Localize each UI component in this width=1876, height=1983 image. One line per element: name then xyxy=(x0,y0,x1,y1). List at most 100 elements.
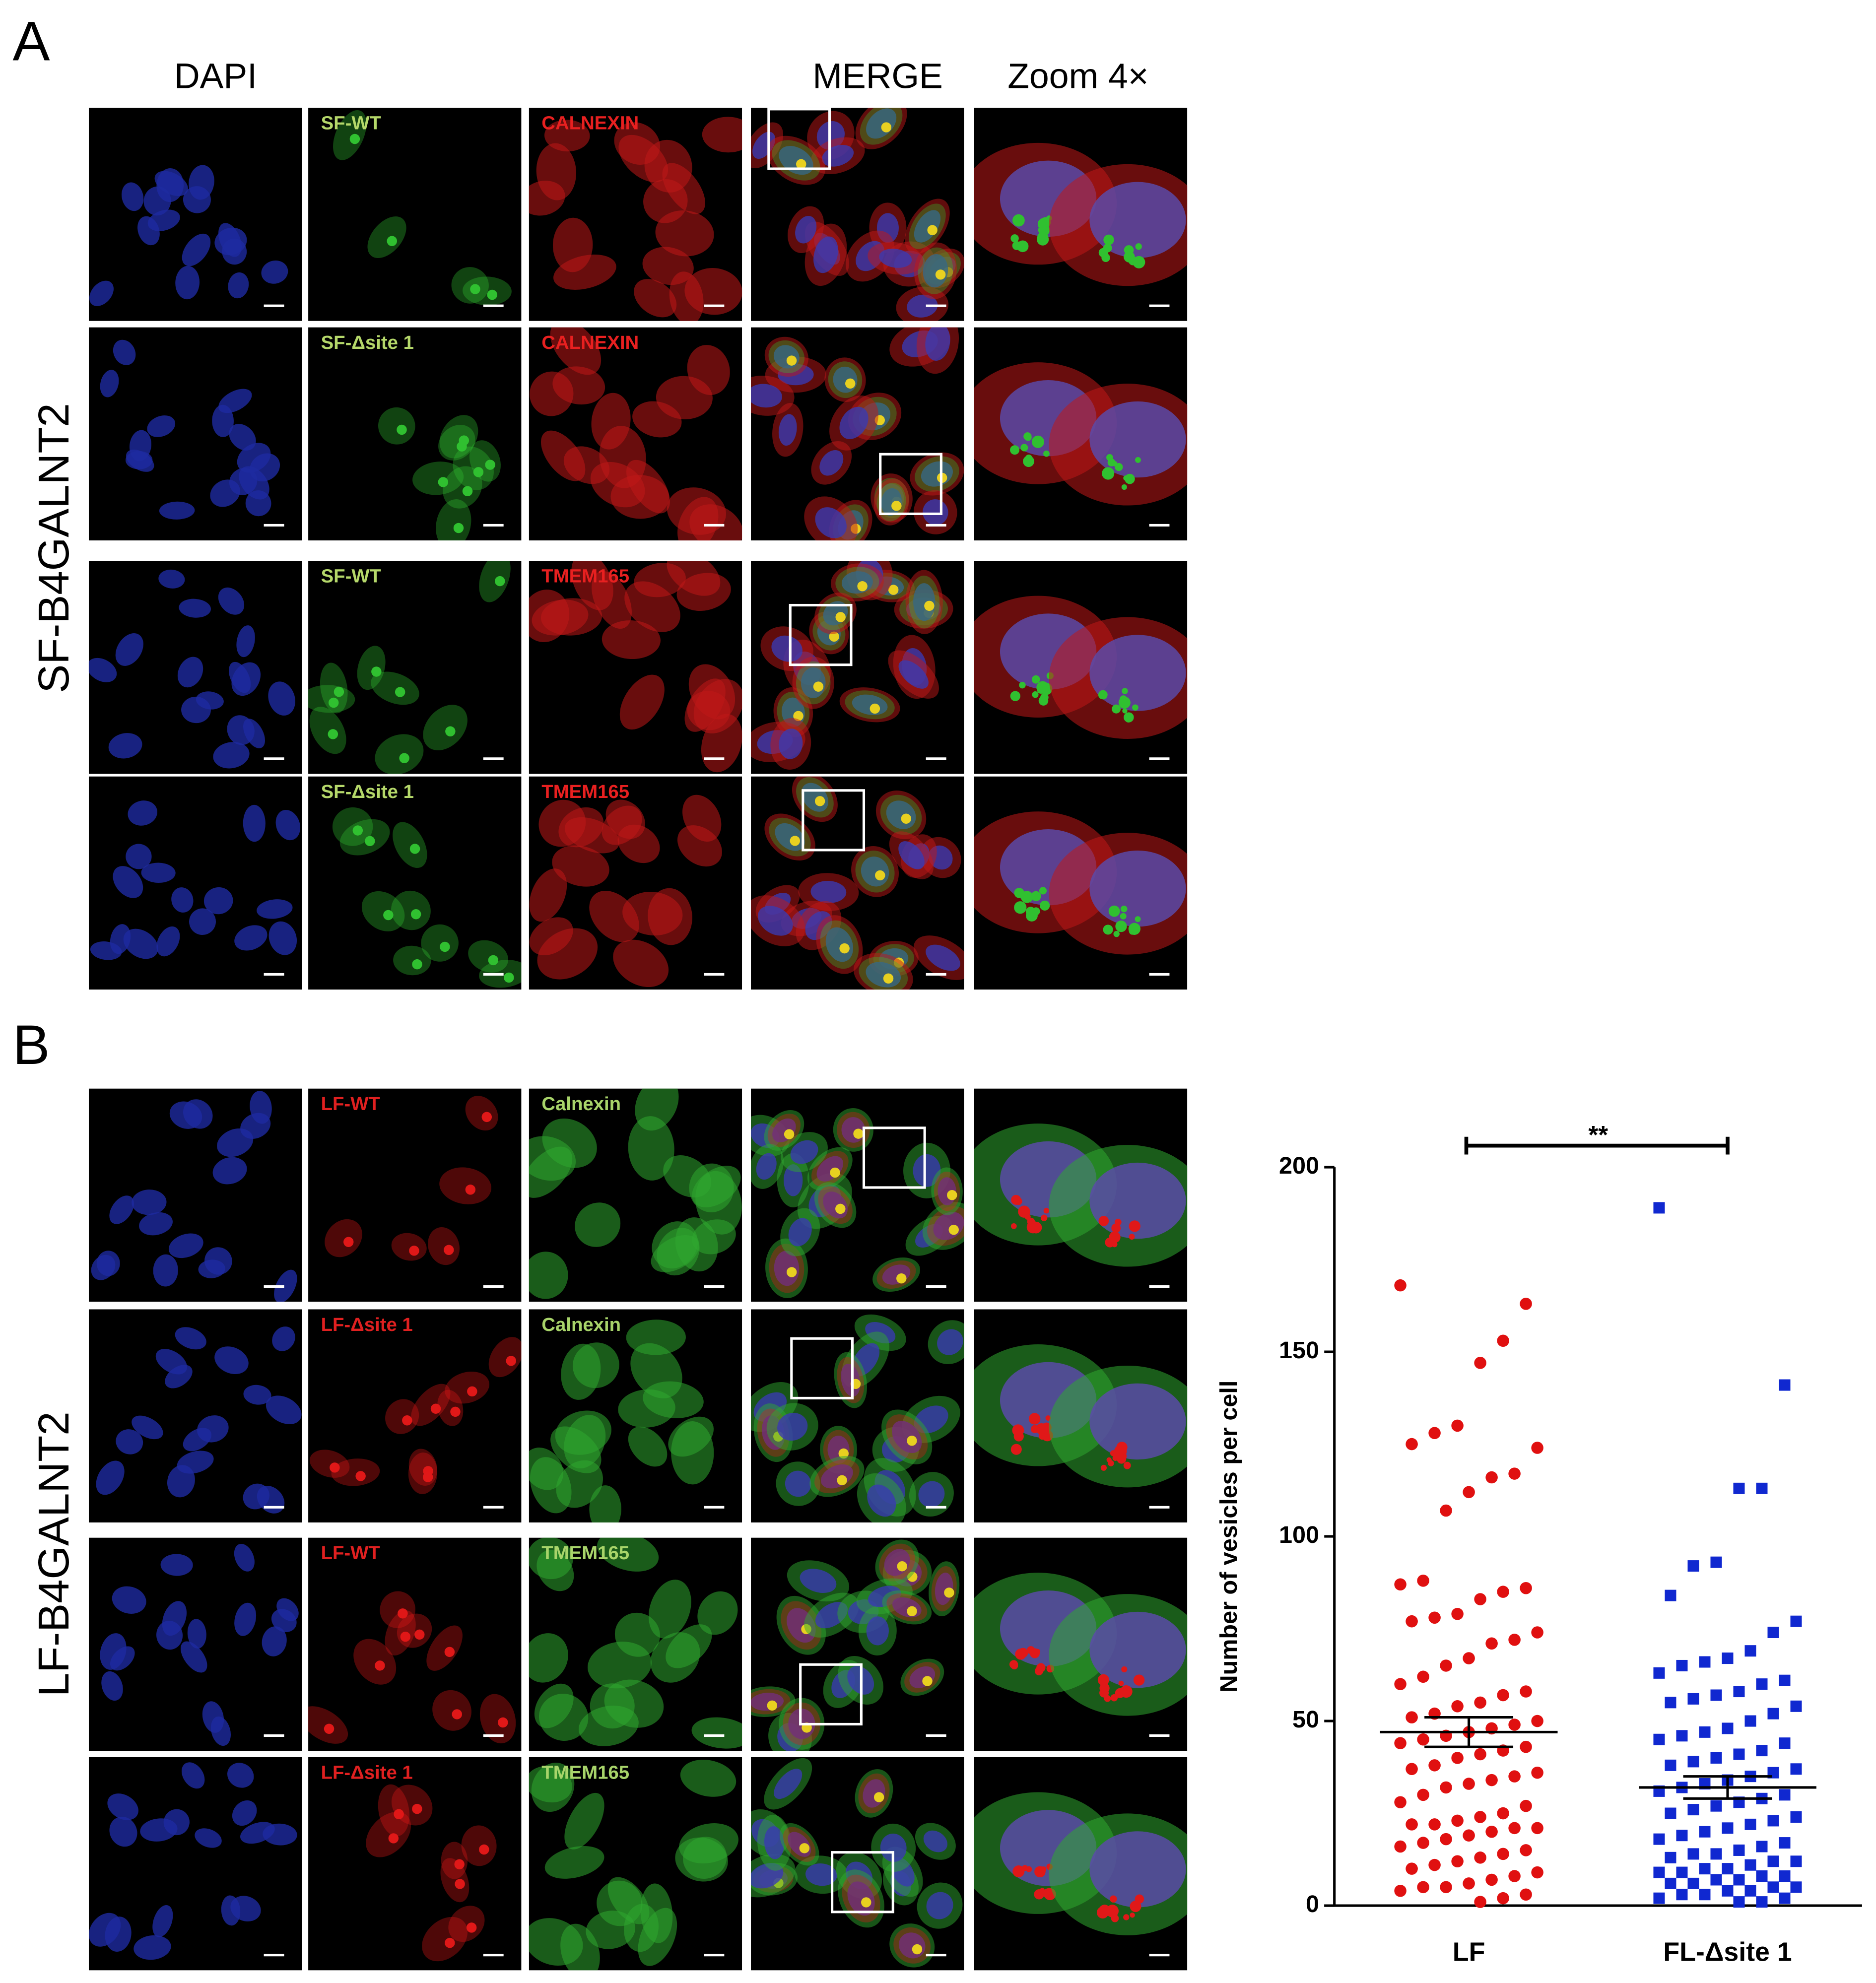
point xyxy=(1653,1733,1665,1745)
nucleus xyxy=(115,633,143,666)
column-header: MERGE xyxy=(812,56,942,96)
nucleus xyxy=(788,1218,812,1247)
micrograph xyxy=(308,1088,522,1302)
point xyxy=(1520,1844,1532,1856)
point xyxy=(1676,1659,1688,1671)
micrograph xyxy=(88,1088,302,1302)
point xyxy=(1508,1770,1521,1783)
micrograph-bg xyxy=(308,776,522,990)
nucleus xyxy=(227,715,255,745)
point xyxy=(1451,1814,1464,1827)
cell xyxy=(768,340,805,373)
point xyxy=(1744,1715,1756,1727)
golgi xyxy=(857,581,868,592)
point xyxy=(1440,1833,1452,1846)
cell xyxy=(650,1632,700,1683)
channel-label: CALNEXIN xyxy=(541,113,639,134)
vesicle xyxy=(1120,695,1128,703)
cell xyxy=(859,957,908,990)
cell xyxy=(876,1260,916,1289)
cell xyxy=(332,807,373,846)
point xyxy=(1790,1855,1802,1867)
golgi xyxy=(473,467,484,477)
cell xyxy=(684,268,742,315)
point xyxy=(1710,1556,1722,1568)
micrograph-bg xyxy=(308,1309,522,1522)
vesicle xyxy=(1098,1216,1109,1226)
cell xyxy=(772,140,820,181)
cell xyxy=(353,1639,397,1685)
cell xyxy=(624,1904,659,1952)
vesicle xyxy=(1096,1906,1109,1918)
vesicle xyxy=(1010,445,1020,455)
cell xyxy=(428,1227,460,1265)
point xyxy=(1520,1740,1532,1753)
zoom-box xyxy=(799,1663,863,1726)
nucleus xyxy=(177,1451,214,1474)
nucleus xyxy=(257,899,293,919)
micrograph xyxy=(529,327,742,541)
nucleus xyxy=(156,1621,183,1650)
vesicle xyxy=(1010,1223,1017,1229)
nucleus xyxy=(213,742,250,769)
cell xyxy=(586,1911,636,1949)
vesicle xyxy=(1133,1674,1145,1686)
vesicle xyxy=(1038,696,1049,706)
point xyxy=(1687,1756,1699,1768)
cell xyxy=(488,1337,522,1378)
micrograph xyxy=(308,1309,522,1522)
golgi xyxy=(349,133,360,144)
cell xyxy=(893,1927,931,1964)
cell xyxy=(858,1773,890,1814)
vesicle xyxy=(1124,712,1134,723)
point xyxy=(1790,1811,1802,1823)
vesicle xyxy=(1116,1442,1128,1453)
nucleus xyxy=(1089,850,1186,927)
cell xyxy=(904,1662,940,1693)
nucleus xyxy=(1089,1162,1186,1239)
cell xyxy=(423,705,468,750)
cell xyxy=(845,690,895,720)
point xyxy=(1485,1873,1498,1886)
micrograph-bg xyxy=(308,1537,522,1751)
point xyxy=(1790,1881,1802,1893)
vesicle xyxy=(1025,454,1033,462)
cell xyxy=(367,216,406,258)
cell xyxy=(628,1426,668,1467)
golgi xyxy=(422,1472,433,1482)
point xyxy=(1676,1889,1688,1901)
micrograph xyxy=(88,1309,302,1522)
vesicle xyxy=(1028,1413,1041,1425)
point xyxy=(1665,1851,1676,1863)
point xyxy=(1497,1807,1509,1820)
point xyxy=(1710,1874,1722,1886)
cell xyxy=(529,1252,568,1299)
panel-label: B xyxy=(13,1013,50,1076)
point xyxy=(1767,1626,1779,1639)
cell xyxy=(439,1167,492,1204)
point xyxy=(1733,1844,1745,1856)
golgi xyxy=(400,1631,411,1642)
golgi xyxy=(927,225,938,235)
nucleus xyxy=(109,1816,137,1847)
column-header: DAPI xyxy=(174,56,257,96)
vesicle xyxy=(1118,1680,1124,1686)
vesicle xyxy=(1036,681,1049,694)
channel-label: CALNEXIN xyxy=(541,332,639,353)
cell xyxy=(553,254,616,290)
nucleus xyxy=(147,415,176,437)
nucleus xyxy=(1089,635,1186,711)
point xyxy=(1463,1877,1475,1890)
nucleus xyxy=(926,1892,953,1919)
cell xyxy=(879,1543,915,1582)
micrograph xyxy=(88,108,302,321)
nucleus xyxy=(879,249,912,268)
nucleus xyxy=(263,1823,297,1846)
point xyxy=(1653,1866,1665,1878)
golgi xyxy=(839,943,850,954)
golgi xyxy=(387,236,397,246)
cell xyxy=(676,573,731,611)
y-tick-label: 100 xyxy=(1279,1521,1319,1548)
golgi xyxy=(465,1185,476,1195)
